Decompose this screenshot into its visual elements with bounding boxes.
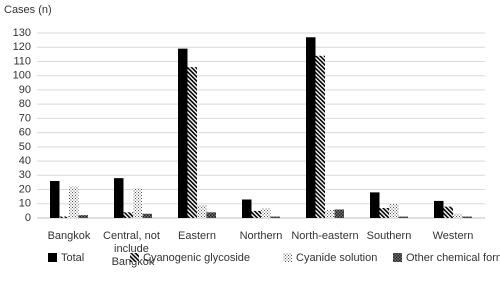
legend-swatch [130,253,139,262]
y-tick-label: 50 [19,141,31,153]
bar [379,208,389,218]
x-tick-label: Western [433,230,474,242]
legend-label: Total [61,252,84,264]
bar [206,212,216,218]
x-tick-label: Bangkok [48,230,91,242]
bar [434,200,444,218]
bar [69,186,79,218]
y-tick-label: 80 [19,98,31,110]
x-tick-label: Eastern [178,230,216,242]
y-tick-label: 40 [19,155,31,167]
bar [251,210,261,218]
bar [78,215,88,218]
bar [306,37,316,219]
bar [370,192,380,218]
bar [123,212,133,218]
bar [325,209,335,218]
bar [270,216,280,218]
bar [142,213,152,218]
y-tick-label: 130 [13,27,31,39]
bar [261,208,271,218]
legend-swatch [393,253,402,262]
bar [453,213,463,218]
bar [133,188,143,218]
y-tick-label: 60 [19,127,31,139]
bar [398,216,408,218]
y-tick-label: 120 [13,41,31,53]
y-tick-label: 100 [13,70,31,82]
bar [187,67,197,219]
y-tick-label: 90 [19,84,31,96]
legend-swatch [283,253,292,262]
x-tick-label: Central, not include Bangkok [103,230,163,268]
bar [50,181,60,218]
legend-label: Cyanogenic glycoside [143,252,250,264]
x-tick-label: Northern [240,230,283,242]
y-tick-label: 10 [19,198,31,210]
bar [334,209,344,218]
bar [178,48,188,219]
bar [59,216,69,218]
bar [389,203,399,218]
y-axis-label: Cases (n) [4,4,52,16]
bar [114,178,124,218]
bar [242,199,252,218]
bar [443,206,453,218]
y-tick-label: 70 [19,112,31,124]
legend-label: Other chemical form [406,252,500,264]
bar [315,55,325,219]
x-tick-label: Southern [367,230,412,242]
y-tick-label: 30 [19,169,31,181]
legend-label: Cyanide solution [296,252,377,264]
y-tick-label: 110 [13,55,31,67]
y-tick-label: 20 [19,183,31,195]
bar [197,205,207,218]
legend-swatch [48,253,57,262]
x-tick-label: North-eastern [291,230,358,242]
bar [462,216,472,218]
y-tick-label: 0 [25,212,31,224]
